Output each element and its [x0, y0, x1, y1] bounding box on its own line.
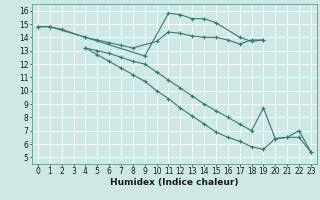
X-axis label: Humidex (Indice chaleur): Humidex (Indice chaleur) — [110, 178, 239, 187]
